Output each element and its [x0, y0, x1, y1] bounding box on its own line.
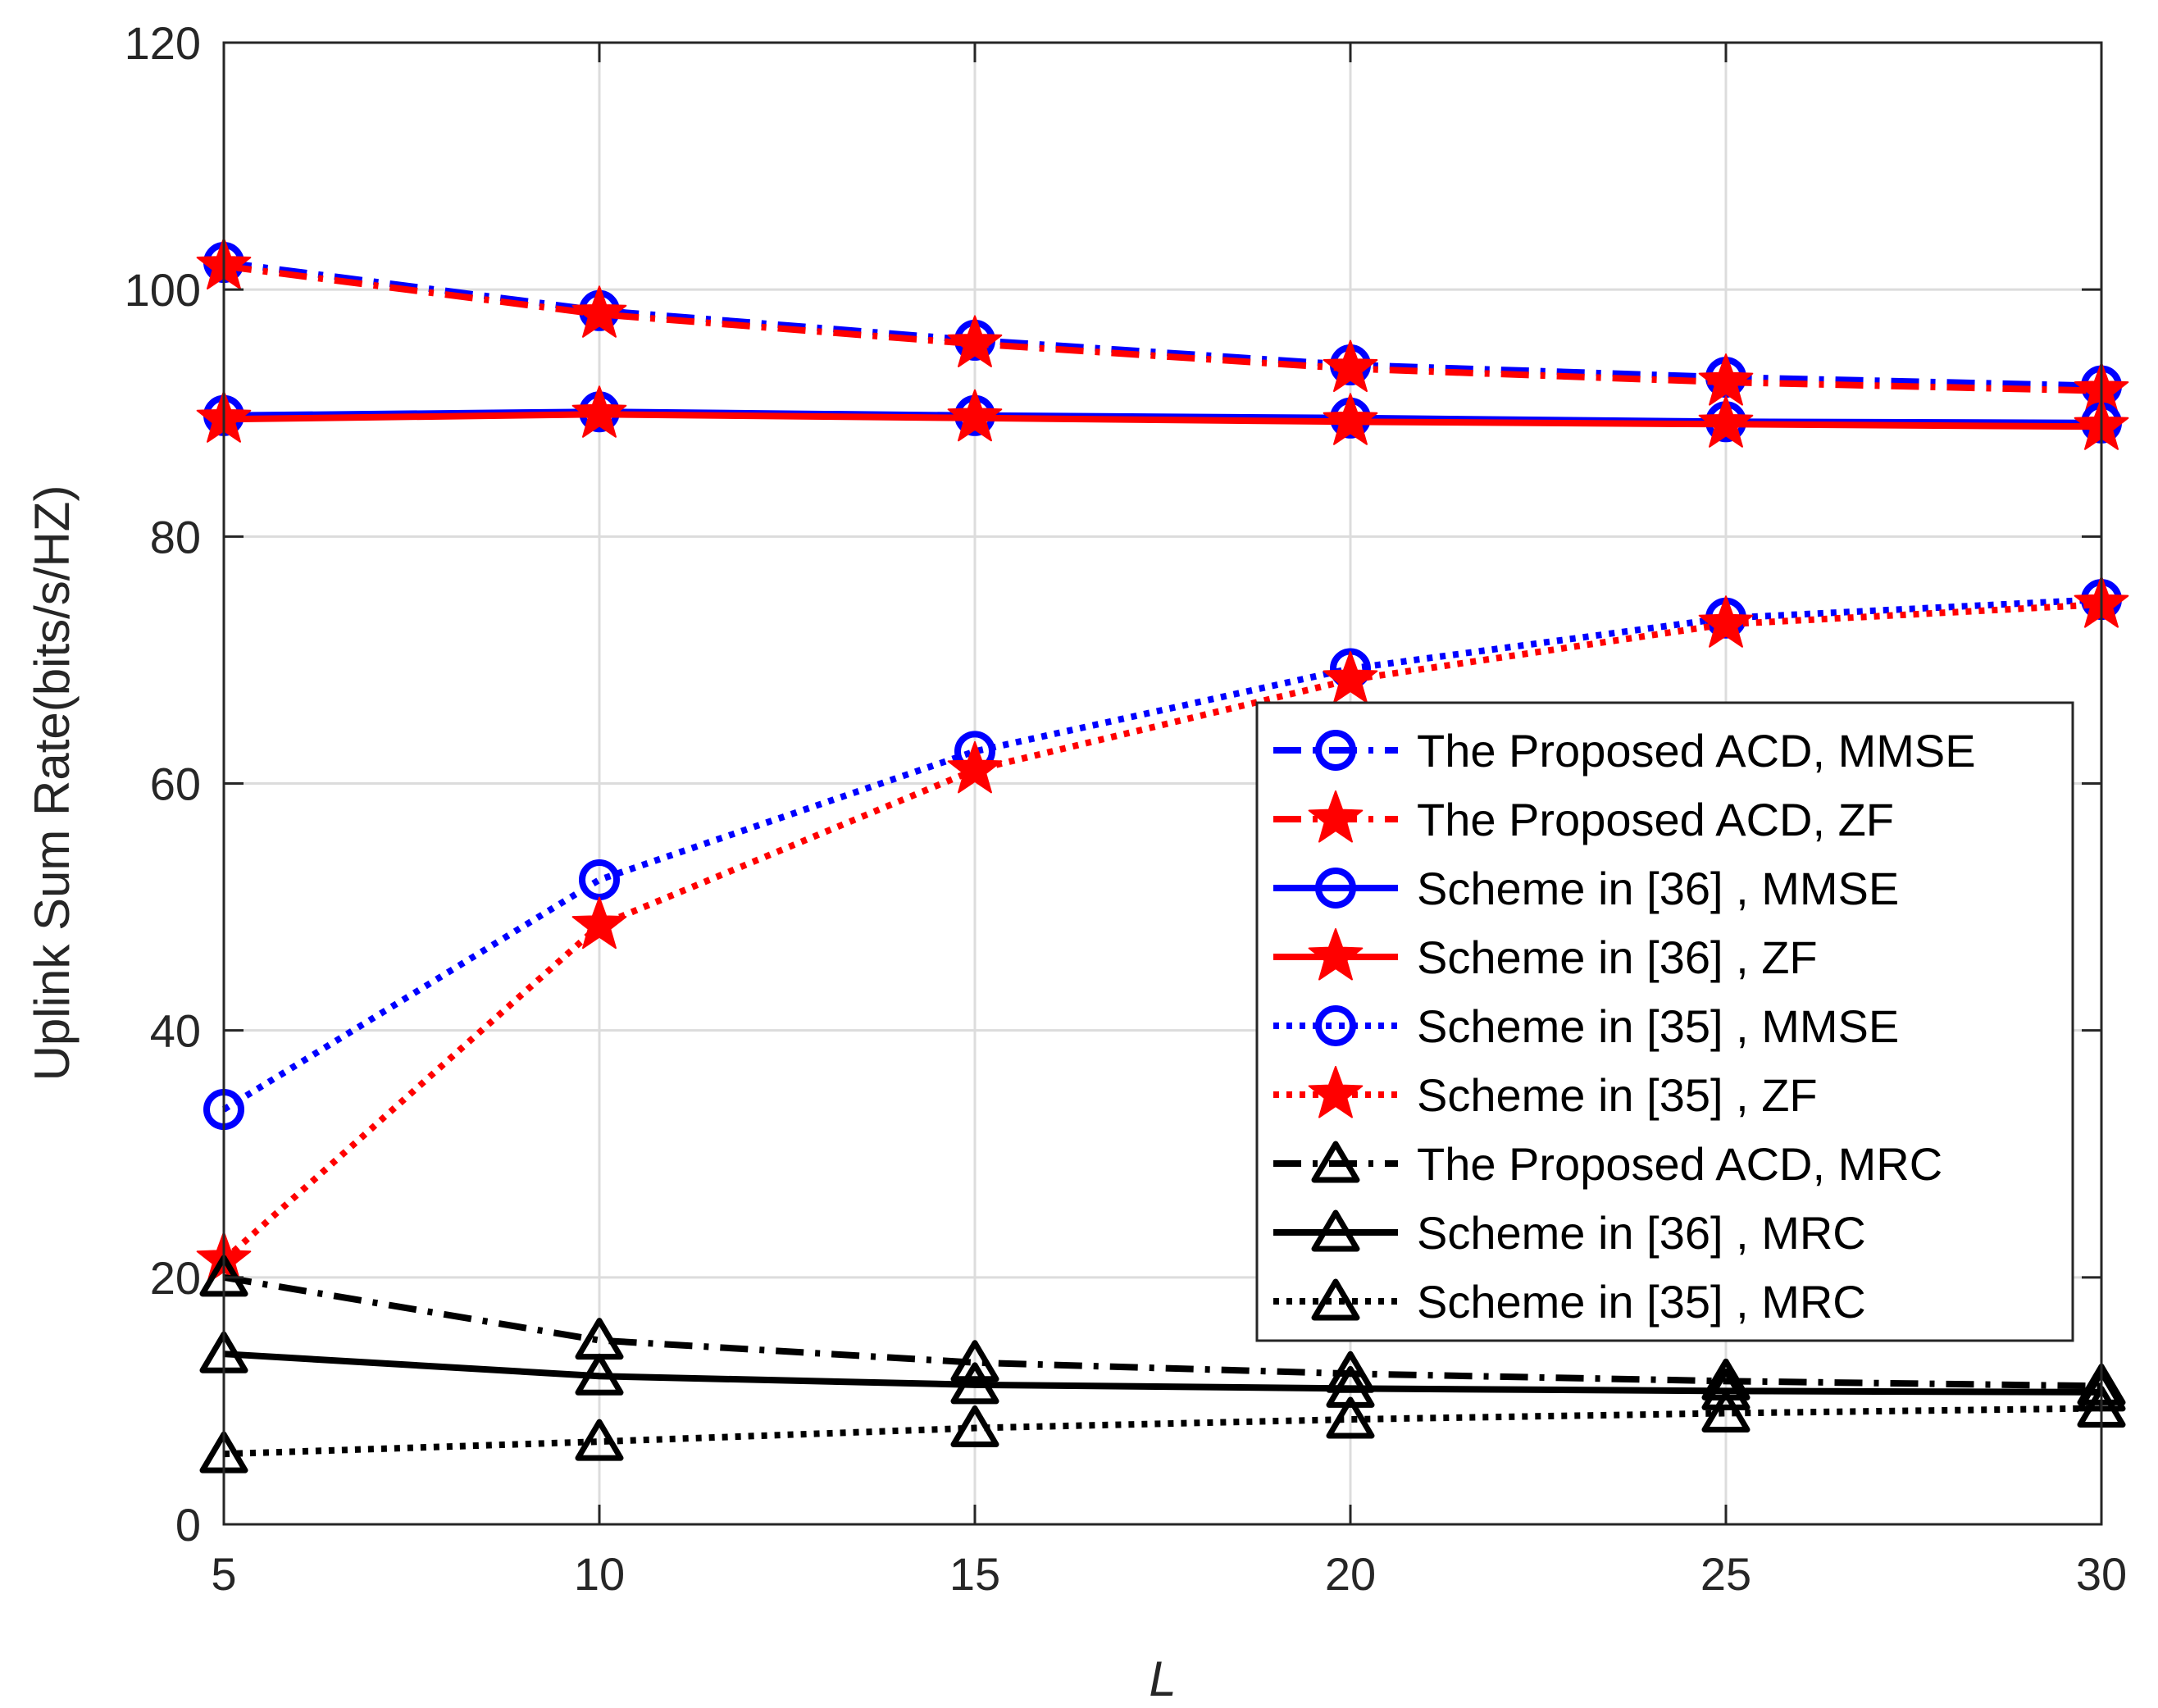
- series-line: [223, 1273, 2102, 1390]
- legend-entry: Scheme in [36] , MMSE: [1273, 863, 1899, 914]
- legend-entry: Scheme in [36] , MRC: [1273, 1207, 1866, 1259]
- ticks: 5 10 15 20 25 30 0 20 40 60 80 100 120: [125, 17, 2128, 1600]
- data-point: [1698, 395, 1754, 448]
- x-tick-label: 5: [211, 1548, 236, 1600]
- legend-marker: [1311, 1141, 1360, 1183]
- data-point: [1698, 595, 1754, 648]
- legend-entry: The Proposed ACD, MMSE: [1273, 725, 1976, 777]
- data-point: [1323, 651, 1378, 704]
- data-point: [575, 1419, 624, 1461]
- y-tick-label: 20: [150, 1252, 201, 1304]
- y-tick-label: 80: [150, 511, 201, 563]
- series-line: [223, 411, 2102, 430]
- data-point: [571, 896, 627, 950]
- legend-entry: Scheme in [36] , ZF: [1273, 928, 1818, 983]
- legend-marker: [1315, 868, 1356, 909]
- x-tick-label: 30: [2076, 1548, 2127, 1600]
- series-line: [223, 1405, 2102, 1458]
- data-point: [571, 285, 627, 338]
- legend-entry: Scheme in [35] , MRC: [1273, 1276, 1866, 1328]
- legend-label: Scheme in [35] , MMSE: [1417, 1000, 1899, 1052]
- data-point: [1326, 1396, 1375, 1439]
- data-point: [947, 740, 1003, 794]
- legend-marker: [1311, 1209, 1360, 1252]
- legend-entry: Scheme in [35] , ZF: [1273, 1066, 1818, 1121]
- y-tick-label: 100: [125, 264, 201, 316]
- legend-entry: The Proposed ACD, ZF: [1273, 790, 1894, 845]
- legend-label: Scheme in [36] , MMSE: [1417, 863, 1899, 914]
- data-point: [1698, 353, 1754, 406]
- data-point: [1323, 339, 1378, 393]
- legend-marker: [1308, 790, 1364, 843]
- legend-label: Scheme in [35] , MRC: [1417, 1276, 1866, 1328]
- y-axis-label: Uplink Sum Rate(bits/s/HZ): [25, 485, 80, 1082]
- data-point: [950, 1340, 999, 1382]
- legend-label: Scheme in [36] , MRC: [1417, 1207, 1866, 1259]
- legend-marker: [1308, 928, 1364, 981]
- legend: The Proposed ACD, MMSE The Proposed ACD, …: [1255, 701, 2074, 1342]
- y-tick-label: 60: [150, 758, 201, 810]
- series-line: [223, 262, 2102, 394]
- series-line: [223, 259, 2102, 389]
- data-point: [575, 1353, 624, 1396]
- y-tick-label: 40: [150, 1005, 201, 1057]
- data-point: [947, 389, 1003, 442]
- data-point: [1323, 393, 1378, 445]
- x-tick-label: 20: [1325, 1548, 1376, 1600]
- legend-marker: [1315, 1005, 1356, 1046]
- data-point: [571, 385, 627, 438]
- series-3: [196, 385, 2129, 450]
- legend-marker: [1311, 1278, 1360, 1321]
- data-point: [1701, 1368, 1751, 1410]
- x-tick-label: 10: [574, 1548, 625, 1600]
- data-point: [950, 1362, 999, 1405]
- x-tick-label: 25: [1700, 1548, 1751, 1600]
- legend-entry: Scheme in [35] , MMSE: [1273, 1000, 1899, 1052]
- legend-label: The Proposed ACD, ZF: [1417, 794, 1894, 845]
- series-line: [223, 1350, 2102, 1396]
- series-8: [199, 1385, 2126, 1473]
- legend-label: The Proposed ACD, MMSE: [1417, 725, 1976, 777]
- data-point: [1701, 1390, 1751, 1432]
- legend-marker: [1315, 730, 1356, 771]
- legend-marker: [1308, 1066, 1364, 1118]
- legend-entry: The Proposed ACD, MRC: [1273, 1138, 1942, 1190]
- x-tick-label: 15: [949, 1548, 1000, 1600]
- legend-label: Scheme in [36] , ZF: [1417, 931, 1818, 983]
- data-point: [947, 315, 1003, 367]
- legend-label: Scheme in [35] , ZF: [1417, 1069, 1818, 1121]
- series-line: [221, 601, 2102, 1263]
- data-point: [950, 1405, 999, 1448]
- x-axis-label: L: [1149, 1651, 1176, 1706]
- legend-label: The Proposed ACD, MRC: [1417, 1138, 1942, 1190]
- y-tick-label: 120: [125, 17, 201, 69]
- y-tick-label: 0: [175, 1499, 201, 1551]
